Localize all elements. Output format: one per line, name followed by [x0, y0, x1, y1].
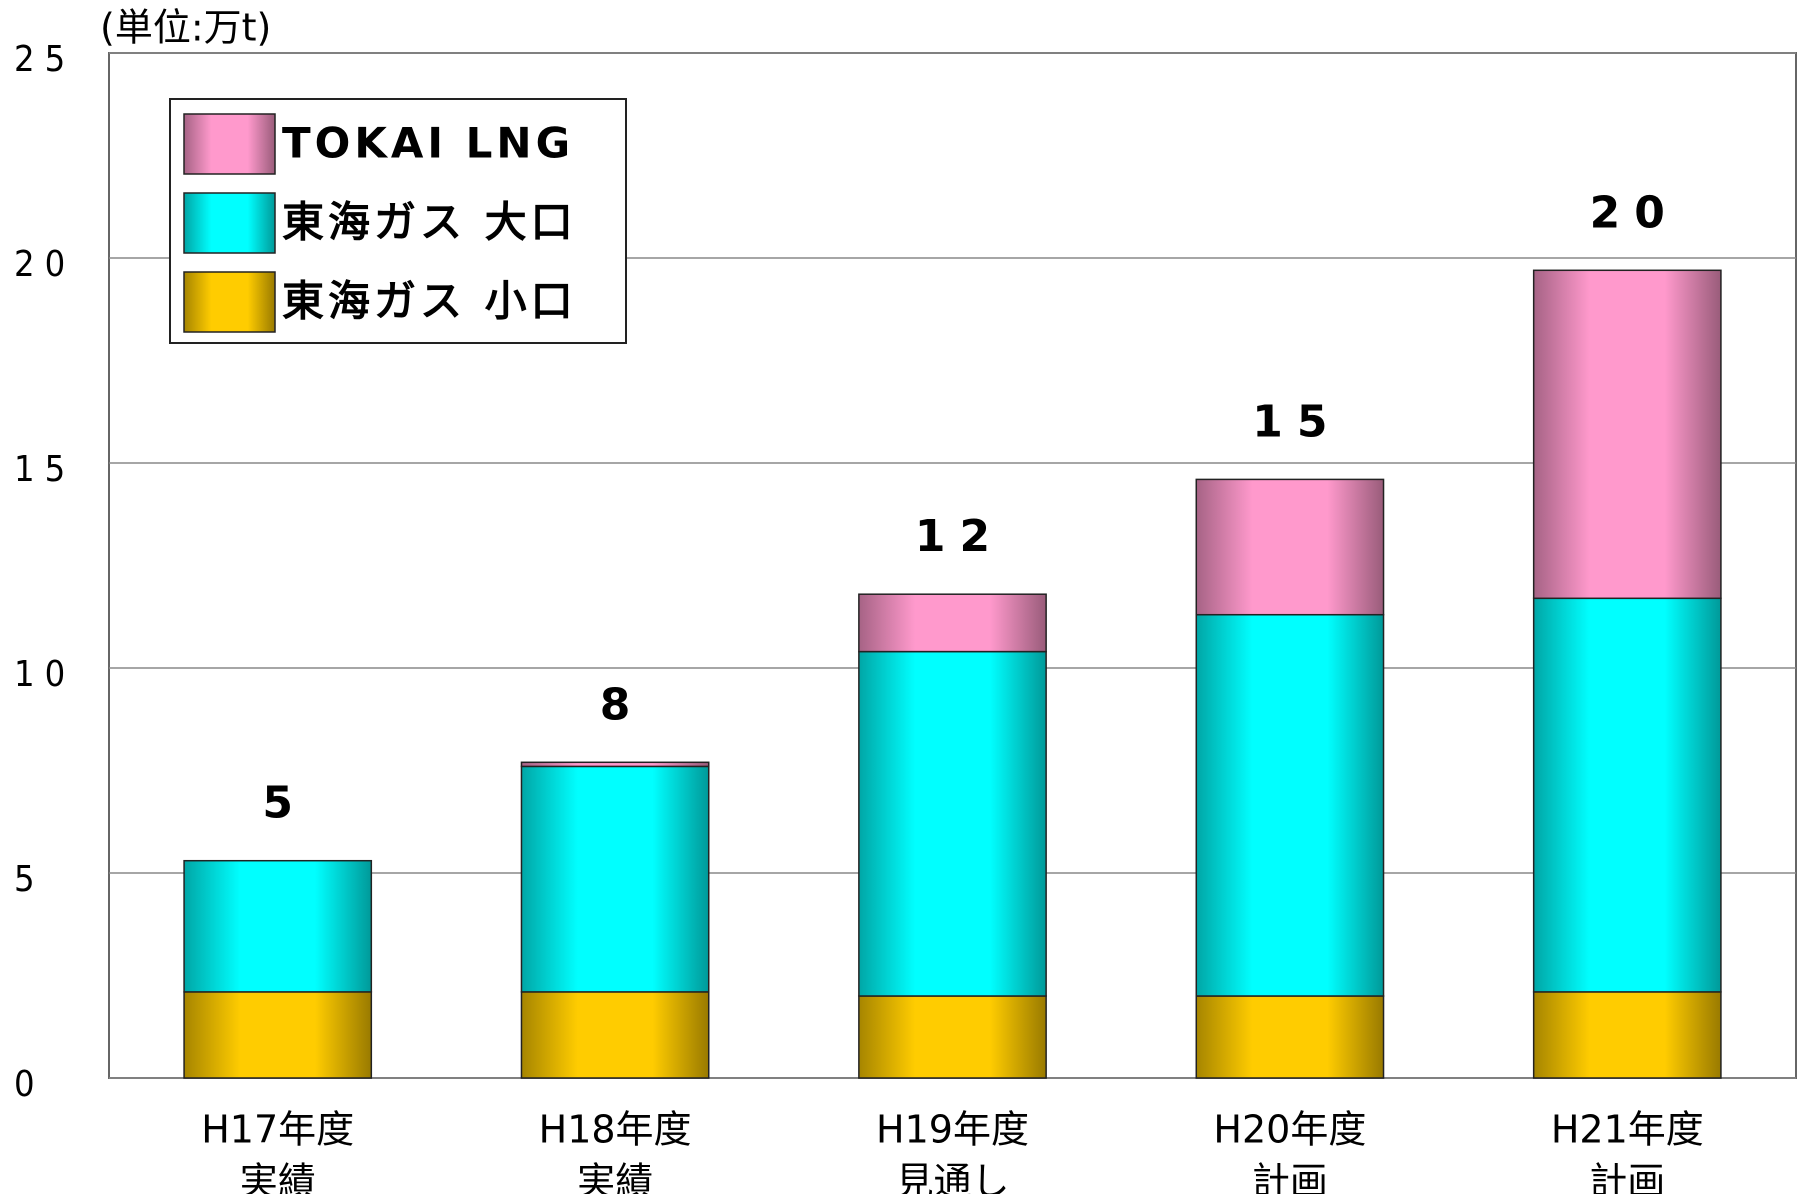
y-tick-label: 25 — [14, 39, 75, 80]
bar-segment — [1195, 613, 1385, 997]
y-tick-label: 15 — [14, 449, 75, 490]
x-tick-label: 計画 — [1252, 1160, 1328, 1194]
legend-label: 東海ガス 大口 — [282, 198, 577, 247]
x-tick-label: H20年度 — [1213, 1108, 1366, 1152]
bar-segment — [1195, 995, 1385, 1079]
x-tick-label: 見通し — [895, 1160, 1009, 1194]
x-tick-label: H17年度 — [201, 1108, 354, 1152]
x-tick-label: H19年度 — [876, 1108, 1029, 1152]
y-tick-label: 5 — [14, 859, 45, 900]
bar-segment — [520, 761, 710, 768]
x-tick-label: H18年度 — [539, 1108, 692, 1152]
legend-label: 東海ガス 小口 — [282, 277, 577, 326]
y-tick-label: 20 — [14, 244, 75, 285]
bar-segment — [858, 650, 1047, 997]
bar-segment — [1195, 478, 1385, 616]
total-label: 8 — [600, 679, 645, 730]
total-label: 15 — [1252, 396, 1341, 447]
x-tick-label: 実績 — [240, 1160, 316, 1194]
bar-segment — [520, 991, 710, 1079]
y-tick-label: 0 — [14, 1064, 45, 1105]
total-label: 12 — [915, 511, 1004, 562]
x-tick-label: 実績 — [577, 1160, 653, 1194]
bar-segment — [183, 991, 373, 1079]
x-tick-label: 計画 — [1589, 1160, 1665, 1194]
total-label: 5 — [262, 778, 307, 829]
legend-swatch — [183, 271, 276, 333]
unit-label: (単位:万t) — [100, 6, 271, 50]
bar-segment — [858, 593, 1047, 653]
bar-segment — [1532, 269, 1722, 600]
legend-label: TOKAI LNG — [282, 119, 574, 168]
x-tick-label: H21年度 — [1551, 1108, 1704, 1152]
bar-segment — [858, 995, 1047, 1079]
legend-swatch — [183, 113, 276, 175]
total-label: 20 — [1590, 187, 1679, 238]
legend-swatch — [183, 192, 276, 254]
bar-segment — [520, 765, 710, 993]
y-tick-label: 10 — [14, 654, 75, 695]
bar-segment — [1532, 597, 1722, 993]
bar-segment — [183, 859, 373, 993]
bar-segment — [1532, 991, 1722, 1079]
